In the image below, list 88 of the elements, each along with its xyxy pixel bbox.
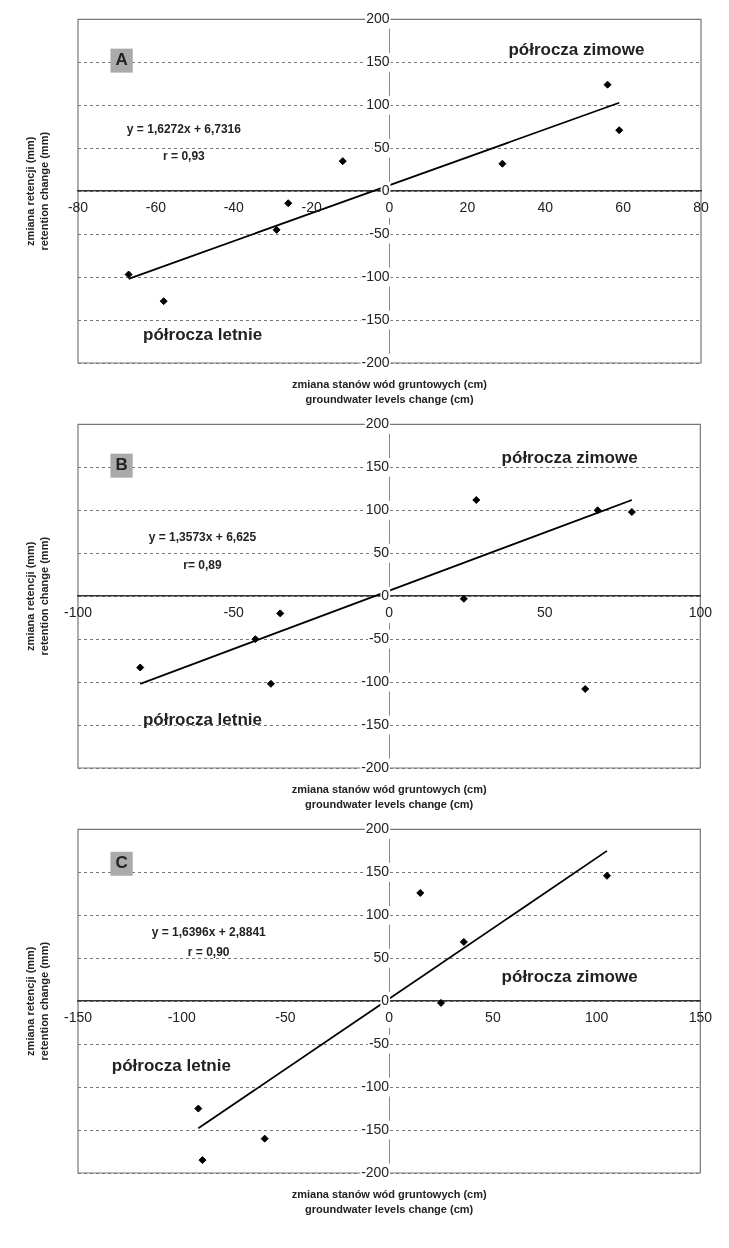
annotation: r = 0,90 xyxy=(187,945,230,960)
point xyxy=(602,871,611,880)
y-tick-label: 200 xyxy=(366,10,390,27)
y-tick-label: -150 xyxy=(361,715,390,732)
y-tick-label: -50 xyxy=(369,225,390,242)
point xyxy=(472,495,481,504)
point xyxy=(416,888,425,897)
y-axis-title: zmiana retencji (mm) retention change (mm) xyxy=(24,131,51,251)
point xyxy=(266,679,275,688)
point xyxy=(260,1134,269,1143)
annotation: półrocza zimowe xyxy=(508,40,645,60)
y-tick-label: 200 xyxy=(365,820,390,837)
point xyxy=(615,126,624,135)
y-tick-label: 150 xyxy=(365,458,390,475)
y-tick-label: -150 xyxy=(361,1120,390,1137)
point xyxy=(194,1104,203,1113)
annotation: y = 1,6272x + 6,7316 xyxy=(126,121,242,136)
x-tick-label: -150 xyxy=(63,1009,93,1026)
annotation: półrocza letnie xyxy=(142,709,262,729)
y-tick-label: -100 xyxy=(361,672,390,689)
x-tick-label: -100 xyxy=(63,604,93,621)
annotation: półrocza letnie xyxy=(111,1056,231,1076)
x-tick-label: -20 xyxy=(301,199,322,216)
x-tick-label: 80 xyxy=(693,199,709,216)
y-tick-label: 100 xyxy=(365,906,390,923)
y-tick-label: 50 xyxy=(373,544,390,561)
point xyxy=(198,1156,207,1165)
x-tick-label: 20 xyxy=(459,199,476,216)
y-tick-label: -50 xyxy=(368,630,390,647)
y-tick-label: 150 xyxy=(365,863,390,880)
annotation: C xyxy=(115,853,128,873)
point xyxy=(581,684,590,693)
y-tick-label: 0 xyxy=(381,992,390,1009)
y-tick-label: 0 xyxy=(381,587,390,604)
point xyxy=(603,80,612,89)
y-tick-label: 150 xyxy=(366,53,390,70)
annotation: B xyxy=(115,455,128,475)
point xyxy=(459,937,468,946)
y-tick-label: -100 xyxy=(361,1077,390,1094)
point xyxy=(251,635,260,644)
y-tick-label: -150 xyxy=(361,310,390,327)
annotation: r = 0,93 xyxy=(163,149,206,164)
y-tick-label: 50 xyxy=(373,949,390,966)
x-axis-title: zmiana stanów wód gruntowych (cm) groundwater levels change (cm) xyxy=(292,378,488,406)
point xyxy=(459,594,468,603)
y-axis-title: zmiana retencji (mm) retention change (mm) xyxy=(24,536,51,656)
point xyxy=(284,199,293,208)
x-tick-label: 100 xyxy=(584,1009,609,1026)
x-tick-label: 40 xyxy=(537,199,554,216)
x-tick-label: -50 xyxy=(275,1009,296,1026)
annotation: y = 1,3573x + 6,625 xyxy=(148,530,257,545)
annotation: półrocza letnie xyxy=(143,325,263,345)
annotation: półrocza zimowe xyxy=(501,966,638,986)
annotation: y = 1,6396x + 2,8841 xyxy=(151,924,267,939)
y-tick-label: -50 xyxy=(368,1035,390,1052)
x-tick-label: -100 xyxy=(167,1009,196,1026)
annotation: A xyxy=(115,50,128,70)
x-axis-title: zmiana stanów wód gruntowych (cm) groundwater levels change (cm) xyxy=(291,783,487,811)
point xyxy=(124,270,133,279)
x-tick-label: -40 xyxy=(223,199,245,216)
x-tick-label: -80 xyxy=(67,199,89,216)
point xyxy=(136,663,145,672)
x-tick-label: -60 xyxy=(145,199,167,216)
annotation: półrocza zimowe xyxy=(501,448,638,468)
y-tick-label: 100 xyxy=(366,96,390,113)
point xyxy=(276,609,285,618)
y-tick-label: 200 xyxy=(365,415,390,432)
annotation: r= 0,89 xyxy=(183,557,222,572)
x-tick-label: 50 xyxy=(536,604,553,621)
point xyxy=(593,506,602,515)
point xyxy=(272,225,281,234)
point xyxy=(498,159,507,168)
y-tick-label: 50 xyxy=(373,139,390,156)
x-axis-title: zmiana stanów wód gruntowych (cm) groundwater levels change (cm) xyxy=(291,1188,487,1216)
point xyxy=(627,508,636,517)
y-tick-label: 100 xyxy=(365,501,390,518)
y-tick-label: -100 xyxy=(361,267,390,284)
x-tick-label: -50 xyxy=(223,604,244,621)
point xyxy=(338,157,347,166)
y-tick-label: -200 xyxy=(361,758,390,775)
x-tick-label: 60 xyxy=(615,199,632,216)
y-tick-label: 0 xyxy=(381,182,390,199)
point xyxy=(159,297,168,306)
x-tick-label: 50 xyxy=(485,1009,501,1026)
y-tick-label: -200 xyxy=(361,353,390,370)
y-axis-title: zmiana retencji (mm) retention change (mm) xyxy=(24,941,51,1061)
point xyxy=(437,998,446,1007)
y-tick-label: -200 xyxy=(361,1163,390,1180)
